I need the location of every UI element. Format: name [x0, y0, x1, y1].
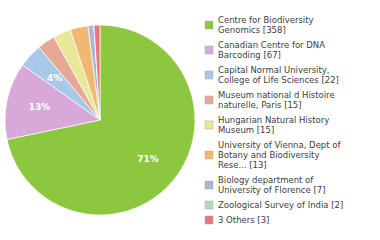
legend-label: Centre for BiodiversityGenomics [358]: [218, 15, 314, 35]
chart: 71% 13% 4% Centre for BiodiversityGenomics …: [0, 0, 380, 240]
legend-label: Biology department ofUniversity of Flore…: [218, 175, 326, 195]
legend-label-line: naturelle, Paris [15]: [218, 100, 302, 110]
legend-swatch: [205, 201, 213, 209]
legend-item: University of Vienna, Dept ofBotany and …: [205, 140, 341, 170]
legend-label: Museum national d Histoirenaturelle, Par…: [218, 90, 335, 110]
legend-item: Zoological Survey of India [2]: [205, 200, 343, 210]
slice: [94, 25, 100, 120]
pie: [5, 25, 195, 215]
legend-swatch: [205, 71, 213, 79]
slice: [70, 26, 100, 120]
legend-label-line: Capital Normal University,: [218, 65, 330, 75]
legend-label-line: Canadian Centre for DNA: [218, 40, 325, 50]
legend-label-line: University of Florence [7]: [218, 185, 326, 195]
legend-label: Canadian Centre for DNABarcoding [67]: [218, 40, 325, 60]
legend-item: Capital Normal University,College of Lif…: [205, 65, 339, 85]
legend-swatch: [205, 181, 213, 189]
legend-swatch: [205, 96, 213, 104]
data-label: 71%: [137, 154, 159, 164]
legend-swatch: [205, 151, 213, 159]
legend-label: Zoological Survey of India [2]: [218, 200, 343, 210]
legend: Centre for BiodiversityGenomics [358] Can…: [205, 15, 343, 225]
legend-swatch: [205, 21, 213, 29]
legend-label-line: Hungarian Natural History: [218, 115, 329, 125]
legend-label-line: Centre for Biodiversity: [218, 15, 314, 25]
legend-label-line: Botany and Biodiversity: [218, 150, 319, 160]
legend-label: 3 Others [3]: [218, 215, 269, 225]
legend-label-line: Genomics [358]: [218, 25, 286, 35]
data-labels: 71% 13% 4%: [29, 73, 159, 164]
slice: [94, 25, 100, 120]
legend-item: Biology department ofUniversity of Flore…: [205, 175, 326, 195]
data-label: 13%: [29, 102, 51, 112]
legend-item: Canadian Centre for DNABarcoding [67]: [205, 40, 325, 60]
legend-label-line: Barcoding [67]: [218, 50, 281, 60]
legend-label-line: Rese... [13]: [218, 160, 267, 170]
legend-label-line: Zoological Survey of India [2]: [218, 200, 343, 210]
legend-label: University of Vienna, Dept ofBotany and …: [218, 140, 341, 170]
legend-label-line: 3 Others [3]: [218, 215, 269, 225]
legend-label-line: Biology department of: [218, 175, 314, 185]
legend-swatch: [205, 216, 213, 224]
legend-label-line: Museum [15]: [218, 125, 274, 135]
legend-item: Museum national d Histoirenaturelle, Par…: [205, 90, 335, 110]
slice: [88, 25, 100, 120]
legend-swatch: [205, 46, 213, 54]
legend-label-line: University of Vienna, Dept of: [218, 140, 341, 150]
legend-label-line: Museum national d Histoire: [218, 90, 335, 100]
legend-swatch: [205, 121, 213, 129]
legend-item: Hungarian Natural HistoryMuseum [15]: [205, 115, 329, 135]
legend-label-line: College of Life Sciences [22]: [218, 75, 339, 85]
data-label: 4%: [47, 73, 62, 83]
legend-item: 3 Others [3]: [205, 215, 269, 225]
legend-label: Hungarian Natural HistoryMuseum [15]: [218, 115, 329, 135]
legend-item: Centre for BiodiversityGenomics [358]: [205, 15, 314, 35]
legend-label: Capital Normal University,College of Lif…: [218, 65, 339, 85]
